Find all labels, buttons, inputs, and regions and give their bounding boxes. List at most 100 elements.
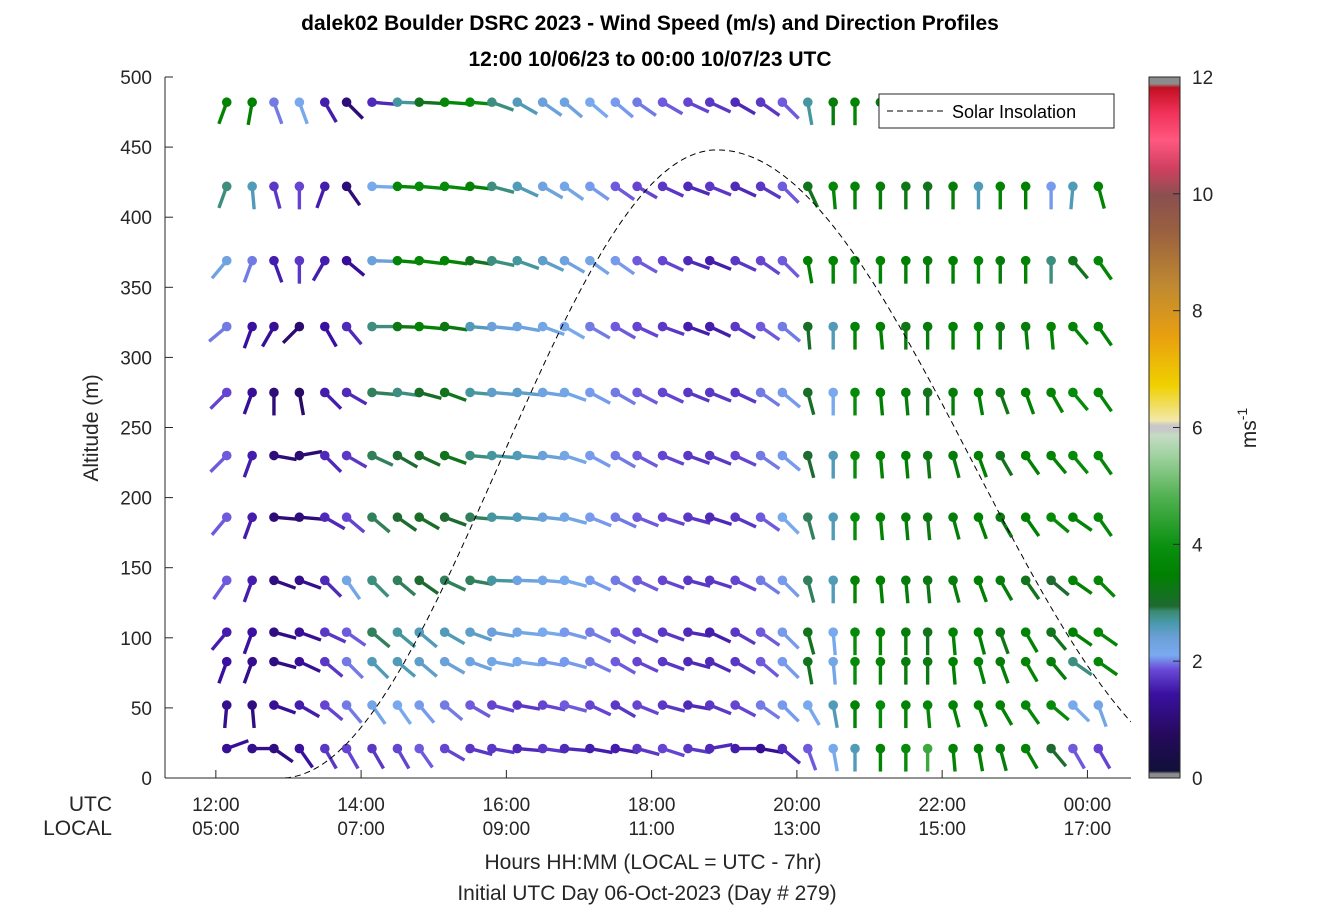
wind-barb (683, 255, 711, 271)
y-tick-label: 200 (120, 489, 152, 510)
wind-barb (210, 255, 232, 280)
wind-barb-dot (1093, 656, 1104, 667)
wind-barb (850, 181, 860, 210)
wind-barb-dot (777, 700, 788, 710)
wind-barb (559, 450, 587, 465)
wind-barb (1093, 255, 1113, 281)
wind-barb (487, 575, 515, 586)
wind-barb (319, 321, 338, 348)
wind-barb (1068, 575, 1093, 595)
wind-barb (367, 627, 391, 649)
wind-barb (212, 575, 232, 601)
wind-barb (973, 627, 987, 655)
wind-barb (632, 97, 657, 117)
wind-barb (512, 743, 541, 754)
wind-barb (632, 255, 658, 274)
wind-barb-dot (755, 255, 766, 266)
y-axis-ticks: 0 50 100 150 200 250 300 350 400 450 500 (120, 68, 173, 790)
wind-barb-dot (1093, 700, 1104, 710)
wind-barb-dot (632, 512, 642, 523)
wind-barb (704, 575, 733, 590)
wind-barb (1046, 181, 1056, 210)
wind-barb-dot (755, 512, 766, 523)
wind-barb-dot (610, 743, 621, 754)
wind-barb-dot (465, 656, 475, 667)
wind-barb-dot (704, 97, 715, 108)
wind-barb (828, 743, 839, 772)
wind-barb (901, 575, 911, 604)
wind-barb-dot (465, 743, 475, 754)
wind-barb (1068, 321, 1089, 346)
wind-barb (341, 255, 366, 277)
wind-barb (610, 387, 637, 406)
wind-barb (242, 450, 257, 478)
wind-barb (755, 255, 781, 276)
wind-barb-dot (341, 181, 352, 192)
wind-barb-dot (319, 627, 330, 637)
wind-barb-dot (585, 387, 595, 398)
wind-barb-dot (585, 743, 595, 754)
wind-barb (995, 627, 1010, 655)
wind-barb (875, 450, 886, 479)
wind-barb-dot (973, 627, 984, 637)
wind-barb-dot (610, 387, 621, 398)
wind-barb-dot (319, 450, 330, 461)
wind-barb-dot (319, 97, 330, 108)
wind-barb-dot (683, 656, 693, 667)
wind-barb-dot (319, 656, 330, 667)
wind-barb-dot (657, 387, 668, 398)
wind-barb (269, 627, 297, 640)
wind-barb (973, 575, 988, 603)
wind-barb-dot (1020, 181, 1031, 192)
x-tick-label-utc: 16:00 (483, 795, 531, 816)
wind-barb-dot (704, 181, 715, 192)
wind-barb-dot (221, 512, 232, 523)
wind-barb-dot (1068, 181, 1078, 192)
wind-barb (585, 700, 612, 717)
wind-barb (319, 97, 338, 124)
wind-barb (465, 743, 493, 757)
wind-barb (414, 387, 442, 401)
wind-barb (1020, 255, 1031, 284)
wind-barb-dot (632, 97, 642, 108)
wind-barb-dot (610, 512, 621, 523)
wind-barb-dot (1020, 743, 1031, 754)
wind-barb (294, 387, 306, 416)
wind-barb (585, 387, 612, 405)
wind-barb-dot (632, 321, 642, 332)
wind-barb-dot (875, 512, 886, 523)
wind-barb-dot (319, 575, 330, 586)
wind-barb (995, 181, 1006, 210)
wind-barb (948, 387, 958, 416)
wind-barb (973, 450, 988, 478)
wind-barb-dot (465, 512, 475, 523)
wind-barb (537, 700, 566, 712)
colorbar: 0 2 4 6 8 10 12 ms-1 (1148, 68, 1261, 790)
x-tick-label-utc: 12:00 (192, 795, 240, 816)
colorbar-tick-label: 6 (1192, 419, 1203, 440)
wind-barb-dot (1068, 321, 1078, 332)
legend: Solar Insolation (878, 93, 1115, 129)
wind-barb-dot (755, 575, 766, 586)
wind-barb-dot (755, 387, 766, 398)
wind-barb-dot (512, 575, 523, 586)
wind-barb-dot (319, 387, 330, 398)
wind-barb-dot (704, 743, 715, 754)
wind-barb (414, 181, 443, 192)
wind-barb-dot (610, 450, 621, 461)
wind-barb-dot (559, 575, 570, 586)
wind-barb (512, 575, 541, 586)
wind-barb-dot (948, 321, 958, 332)
wind-barb-dot (559, 512, 570, 523)
wind-barb (585, 255, 610, 276)
wind-barb (610, 450, 637, 469)
wind-barb (559, 255, 586, 274)
wind-barb (319, 387, 343, 410)
wind-barb-dot (341, 255, 352, 266)
wind-barb (465, 656, 493, 672)
wind-barb-dot (850, 700, 860, 710)
wind-barb (294, 255, 305, 284)
wind-barb-dot (537, 700, 548, 710)
wind-barb (901, 743, 911, 772)
wind-barb (948, 627, 958, 656)
